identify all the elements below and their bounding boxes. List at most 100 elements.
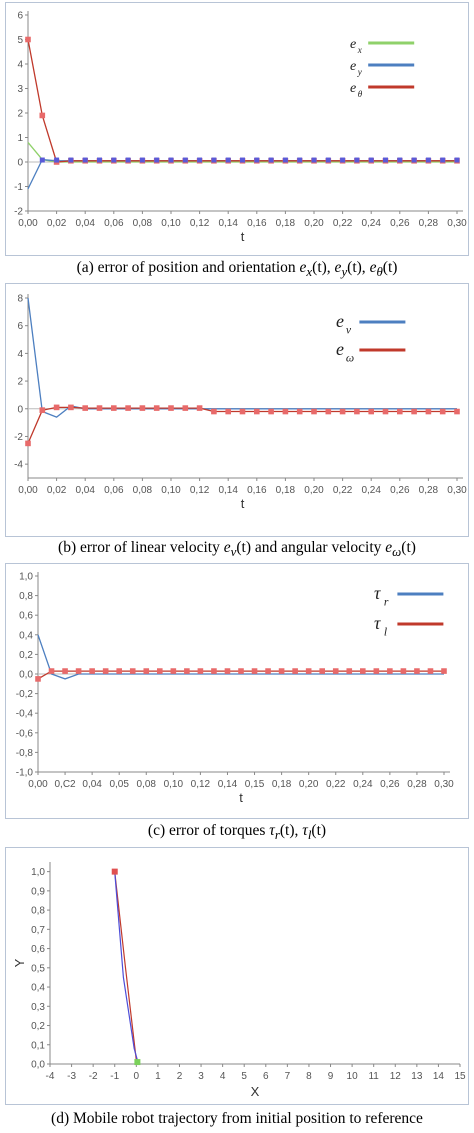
chart-c-y-tick-label: 0,4 — [19, 630, 33, 641]
caption-c-sub: l — [307, 827, 312, 843]
chart-b-y-tick-label: 2 — [17, 377, 23, 388]
chart-c-series-marker — [373, 668, 380, 674]
chart-c-series-marker — [211, 668, 217, 674]
chart-b-y-tick-label: 8 — [17, 294, 23, 305]
chart-d-x-tick-label: 7 — [285, 1071, 291, 1082]
chart-c-series-marker — [157, 668, 163, 674]
chart-d-trajectory-line-0 — [114, 871, 137, 1061]
chart-c-x-tick-label: 0,26 — [380, 779, 400, 790]
chart-a-legend-label: e — [350, 37, 356, 52]
caption-a-sym: e — [299, 259, 307, 276]
chart-a-blue-marker — [340, 157, 346, 163]
chart-c-y-tick-label: 1,0 — [19, 572, 33, 583]
chart-a-x-tick-label: 0,20 — [304, 218, 324, 229]
chart-c-y-tick-label: -0,6 — [16, 728, 34, 739]
chart-d-x-tick-label: 14 — [433, 1071, 445, 1082]
chart-a-x-tick-label: 0,14 — [218, 218, 238, 229]
chart-a-blue-marker — [197, 157, 203, 163]
chart-c-series-marker — [224, 668, 231, 674]
chart-a-blue-marker — [154, 157, 160, 163]
chart-a-x-tick-label: 0,28 — [419, 218, 439, 229]
chart-b-x-tick-label: 0,00 — [18, 485, 38, 496]
chart-panel-c: -1,0 -0,8 -0,6 -0,4 -0,2 0,0 0,2 0,4 0,6 0,8 1,0 0,… — [5, 563, 469, 819]
chart-d-x-tick-label: 11 — [368, 1071, 379, 1082]
chart-b-series-marker — [425, 408, 432, 415]
chart-d-y-tick-label: 0,3 — [31, 1002, 45, 1013]
chart-c-y-tick-label: -0,4 — [16, 709, 34, 720]
chart-c-series-marker — [319, 668, 325, 674]
chart-a-blue-marker — [297, 157, 303, 163]
chart-b-x-tick-label: 0,24 — [361, 485, 381, 496]
chart-c-series-marker — [251, 668, 258, 674]
chart-d-point-1 — [134, 1059, 141, 1066]
chart-b-legend-label-sub: v — [346, 323, 352, 336]
chart-c-series-marker — [305, 668, 312, 674]
chart-a-blue-marker — [211, 157, 217, 163]
chart-a-x-tick-label: 0,02 — [47, 218, 67, 229]
chart-c-series-marker — [116, 668, 122, 674]
chart-a-y-tick-label: 1 — [17, 133, 23, 144]
chart-a-x-tick-label: 0,18 — [276, 218, 296, 229]
chart-b-x-tick-label: 0,30 — [447, 485, 467, 496]
chart-b-series-marker — [196, 405, 203, 411]
chart-d-y-tick-label: 0,7 — [31, 925, 45, 936]
chart-c-y-tick-label: 0,0 — [19, 670, 33, 681]
chart-b-x-tick-label: 0,08 — [133, 485, 153, 496]
chart-a-blue-marker — [354, 157, 360, 163]
chart-d-x-tick-label: 15 — [454, 1071, 466, 1082]
chart-a-x-axis-label: t — [241, 229, 245, 244]
chart-c-y-tick-label: -0,8 — [16, 748, 34, 759]
caption-b-text: (t) and angular velocity — [236, 539, 386, 556]
chart-panel-d: 0,0 0,1 0,2 0,3 0,4 0,5 0,6 0,7 0,8 0,9 1,0 -4 -3 -2 -… — [5, 847, 469, 1105]
chart-b-x-tick-label: 0,06 — [104, 485, 124, 496]
chart-a-x-tick-label: 0,26 — [390, 218, 410, 229]
chart-c-series-marker — [238, 668, 244, 674]
chart-b-series-marker — [325, 408, 332, 415]
chart-a-blue-marker — [225, 157, 231, 163]
caption-b-text: (b) error of linear velocity — [58, 539, 224, 556]
chart-d: 0,0 0,1 0,2 0,3 0,4 0,5 0,6 0,7 0,8 0,9 1,0 -4 -3 -2 -… — [12, 862, 466, 1099]
chart-d-x-tick-label: 2 — [177, 1071, 183, 1082]
caption-d-text: (d) Mobile robot trajectory from initial… — [51, 1110, 423, 1127]
caption-a: (a) error of position and orientation ex… — [0, 259, 474, 280]
chart-b-x-tick-label: 0,28 — [419, 485, 439, 496]
caption-c-text: (c) error of torques — [147, 822, 270, 839]
chart-b-series-marker — [96, 405, 103, 411]
chart-c-series-marker — [129, 668, 136, 674]
chart-c-y-tick-label: -0,2 — [16, 689, 34, 700]
chart-a-y-tick-label: 4 — [17, 60, 23, 71]
chart-a-blue-marker — [168, 157, 174, 163]
chart-a-blue-marker — [440, 157, 446, 163]
chart-b-y-tick-label: 0 — [17, 404, 23, 415]
chart-a-blue-marker — [254, 157, 260, 163]
chart-a-y-tick-label: 0 — [17, 158, 23, 169]
chart-d-trajectory-line-1 — [114, 871, 138, 1061]
chart-c-x-tick-label: 0,30 — [434, 779, 454, 790]
chart-panel-b: -4 -2 0 2 4 6 8 0,00 0,02 0,04 0,06 0,08 0,10 0,12 0,1… — [5, 283, 469, 537]
chart-d-y-tick-label: 0,5 — [31, 963, 45, 974]
chart-c-series-marker — [414, 668, 420, 674]
chart-b-series-marker — [254, 408, 260, 415]
chart-d-y-tick-label: 0,1 — [31, 1040, 45, 1051]
chart-b-series-marker — [397, 408, 403, 415]
chart-b-series-marker — [39, 407, 46, 413]
chart-a-blue-marker — [411, 157, 417, 163]
chart-a-blue-marker — [325, 157, 331, 163]
chart-c-y-tick-label: 0,6 — [19, 611, 33, 622]
chart-b-series-marker — [225, 408, 231, 415]
caption-a-sym: e — [369, 259, 377, 276]
caption-a-sub: x — [306, 264, 313, 280]
chart-a-x-tick-label: 0,00 — [18, 218, 38, 229]
chart-c-x-tick-label: 0,20 — [299, 779, 319, 790]
chart-b-legend-label: e — [336, 311, 344, 331]
chart-a-blue-marker — [240, 157, 245, 163]
chart-a-blue-marker — [368, 157, 374, 163]
caption-a-sub: θ — [376, 264, 383, 280]
chart-b-series-marker — [339, 408, 346, 415]
chart-c-series-marker — [332, 668, 339, 674]
chart-b-series-marker — [68, 404, 74, 411]
chart-c-y-tick-label: 0,8 — [19, 591, 33, 602]
chart-a-y-tick-label: 5 — [17, 35, 23, 46]
chart-d-x-axis-label: X — [251, 1084, 260, 1099]
chart-b-x-tick-label: 0,14 — [218, 485, 238, 496]
